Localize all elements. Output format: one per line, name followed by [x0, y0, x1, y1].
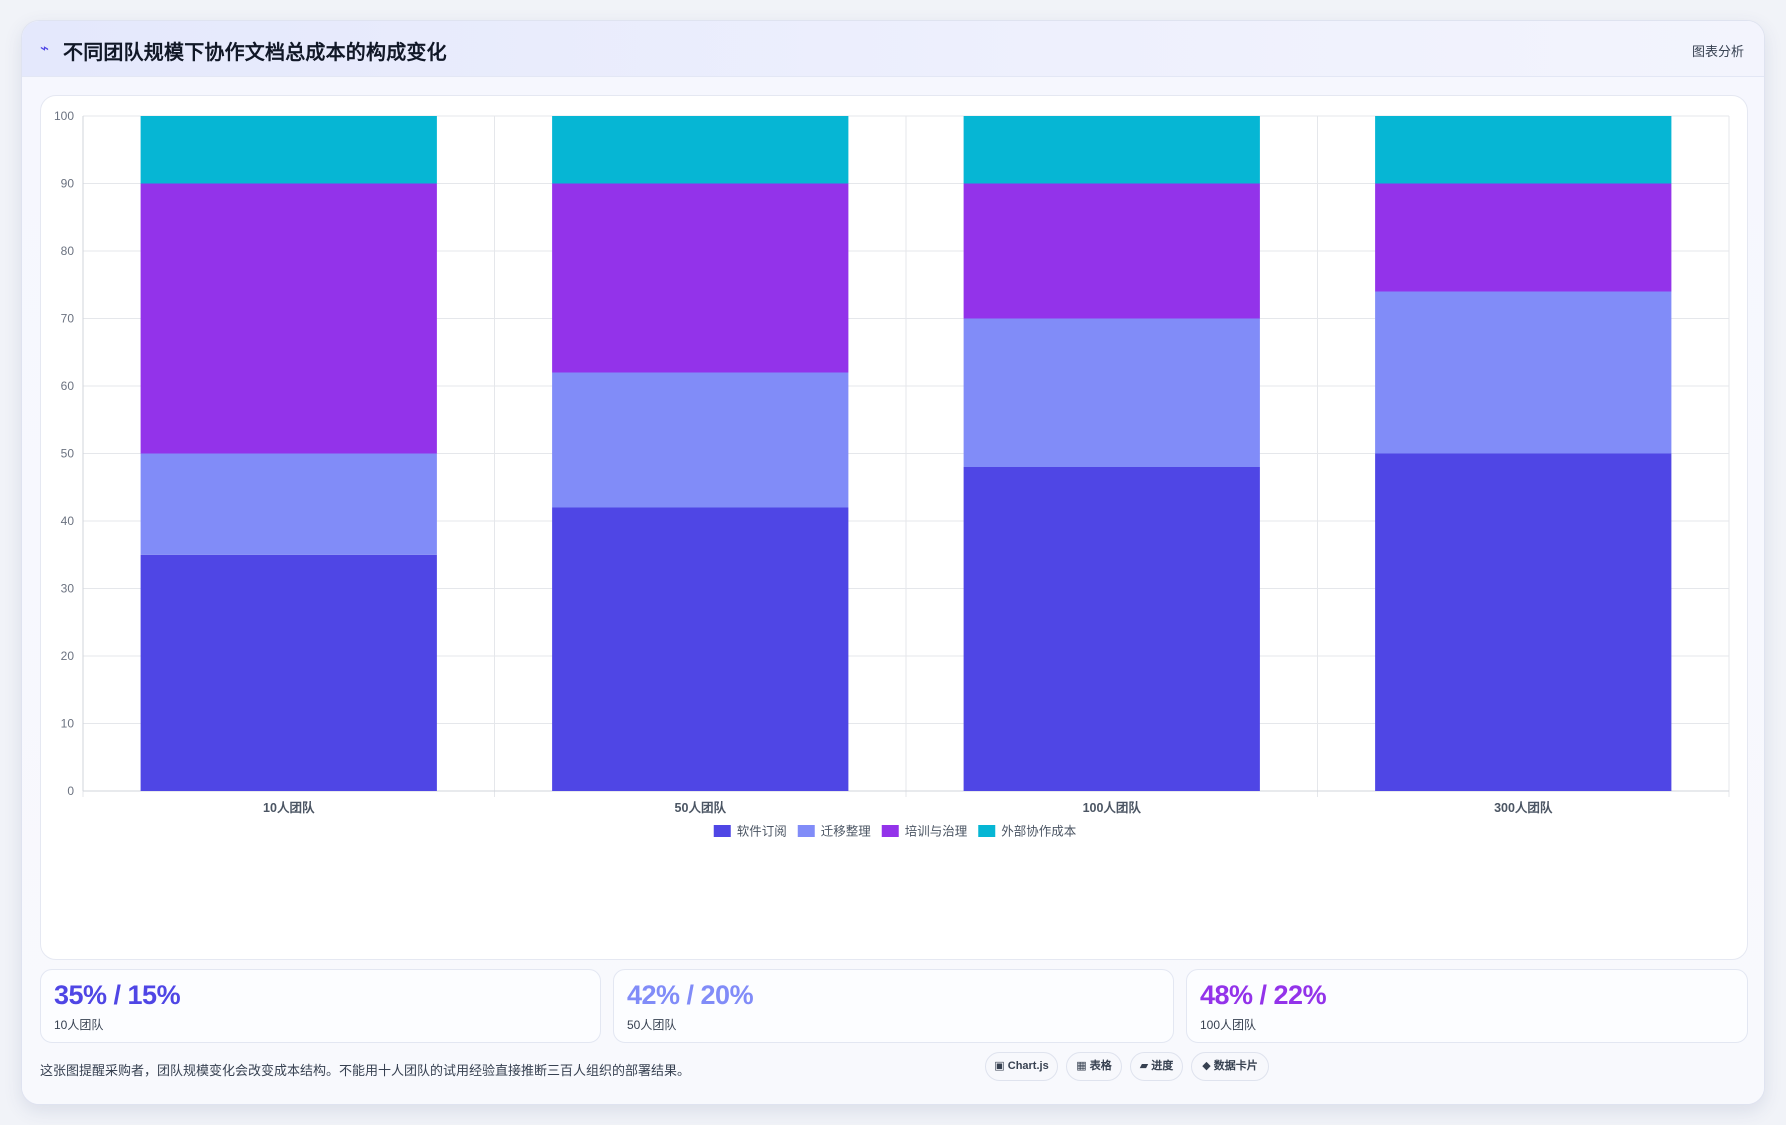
y-tick-label: 90 — [61, 177, 75, 191]
stat-value: 35% / 15% — [54, 980, 181, 1010]
wave-icon: ⌁ — [40, 40, 50, 57]
bar-segment — [140, 554, 437, 791]
x-tick-label: 100人团队 — [1083, 800, 1142, 815]
legend-label: 软件订阅 — [737, 825, 787, 839]
progress-pill[interactable]: ▰ 进度 — [1130, 1052, 1183, 1081]
stat-value: 42% / 20% — [627, 980, 754, 1010]
bar-segment — [1375, 116, 1672, 184]
stat-label: 100人团队 — [1200, 1018, 1257, 1032]
chart-icon: ▣ — [994, 1060, 1005, 1072]
bar-segment — [963, 183, 1260, 319]
y-tick-label: 10 — [61, 717, 75, 731]
stat-card-10: 35% / 15% 10人团队 — [40, 969, 601, 1043]
bar-segment — [963, 318, 1260, 467]
y-tick-label: 60 — [61, 379, 75, 393]
bar-segment — [140, 183, 437, 454]
y-tick-label: 30 — [61, 582, 75, 596]
legend-label: 迁移整理 — [821, 824, 872, 839]
chart-analysis-tag: 图表分析 — [1691, 44, 1744, 59]
legend-swatch — [881, 825, 899, 837]
bar-segment — [552, 372, 849, 508]
x-tick-label: 300人团队 — [1494, 800, 1553, 815]
y-tick-label: 70 — [61, 312, 75, 326]
y-tick-label: 0 — [67, 784, 74, 798]
y-tick-label: 80 — [61, 244, 75, 258]
bar-segment — [1375, 453, 1672, 791]
pill-label: 进度 — [1151, 1060, 1174, 1072]
chartjs-pill[interactable]: ▣ Chart.js — [985, 1052, 1058, 1081]
card-header: ⌁ 不同团队规模下协作文档总成本的构成变化 图表分析 — [22, 21, 1764, 77]
bar-segment — [963, 467, 1260, 791]
y-tick-label: 40 — [61, 514, 75, 528]
chart-footnote: 这张图提醒采购者，团队规模变化会改变成本结构。不能用十人团队的试用经验直接推断三… — [40, 1063, 691, 1078]
x-tick-label: 10人团队 — [263, 800, 315, 815]
diamond-icon: ◆ — [1202, 1060, 1211, 1072]
pill-label: 数据卡片 — [1213, 1060, 1258, 1072]
legend-swatch — [713, 825, 731, 837]
legend-label: 外部协作成本 — [1001, 824, 1077, 839]
bar-segment — [552, 116, 849, 184]
stat-card-100: 48% / 22% 100人团队 — [1186, 969, 1748, 1043]
stat-label: 50人团队 — [627, 1018, 677, 1032]
table-icon: ▦ — [1076, 1060, 1087, 1072]
table-pill[interactable]: ▦ 表格 — [1066, 1052, 1122, 1081]
bar-segment — [1375, 183, 1672, 292]
bar-segment — [140, 453, 437, 555]
stacked-bar-chart: 0 10 20 30 40 50 60 70 80 90 100 10人团队 50人团队 100人团队 30… — [54, 109, 1730, 839]
legend-swatch — [978, 825, 996, 837]
stat-label: 10人团队 — [54, 1018, 104, 1032]
stat-value: 48% / 22% — [1200, 980, 1327, 1010]
chart-panel: 0 10 20 30 40 50 60 70 80 90 100 10人团队 50人团队 100人团队 30… — [40, 95, 1748, 960]
bar-segment — [1375, 291, 1672, 454]
legend-label: 培训与治理 — [905, 824, 968, 839]
stat-card-50: 42% / 20% 50人团队 — [613, 969, 1174, 1043]
x-tick-label: 50人团队 — [675, 800, 727, 815]
pill-label: 表格 — [1089, 1060, 1112, 1072]
y-tick-label: 100 — [54, 109, 74, 123]
bar-segment — [963, 116, 1260, 184]
progress-icon: ▰ — [1139, 1060, 1149, 1072]
page-title: 不同团队规模下协作文档总成本的构成变化 — [63, 42, 447, 64]
data-card-pill[interactable]: ◆ 数据卡片 — [1191, 1052, 1269, 1081]
legend-swatch — [797, 825, 815, 837]
bar-segment — [552, 507, 849, 791]
y-tick-label: 20 — [61, 649, 75, 663]
bar-segment — [140, 116, 437, 184]
card-body: 0 10 20 30 40 50 60 70 80 90 100 10人团队 50人团队 100人团队 30… — [22, 77, 1764, 1104]
pill-label: Chart.js — [1007, 1060, 1049, 1072]
y-tick-label: 50 — [61, 447, 75, 461]
chart-card: ⌁ 不同团队规模下协作文档总成本的构成变化 图表分析 0 10 20 30 40 50 60… — [21, 20, 1765, 1105]
bar-segment — [552, 183, 849, 373]
